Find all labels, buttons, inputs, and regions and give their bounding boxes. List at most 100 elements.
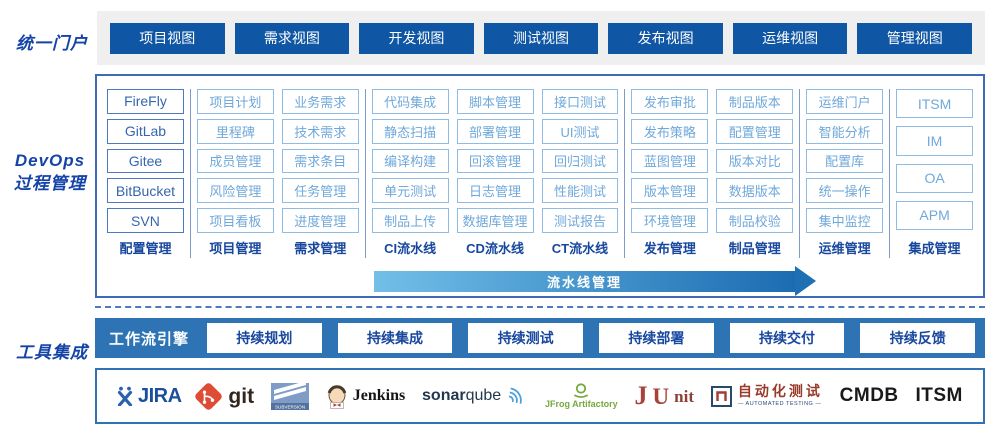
module-box: 版本对比 <box>716 148 794 174</box>
workflow-stage-button-5[interactable]: 持续交付 <box>729 323 845 353</box>
module-column: 发布审批 发布策略 蓝图管理 版本管理 环境管理 发布管理 <box>627 89 712 258</box>
portal-view-button-4[interactable]: 测试视图 <box>483 22 599 54</box>
module-group-4: 运维门户 智能分析 配置库 统一操作 集中监控 运维管理 <box>799 89 889 258</box>
module-box: 环境管理 <box>631 208 709 233</box>
column-title: 制品管理 <box>728 241 781 256</box>
column-title: 项目管理 <box>209 241 262 256</box>
module-groups: FireFly GitLab Gitee BitBucket SVN 配置管理 项目计划 里程… <box>97 76 983 258</box>
module-box: BitBucket <box>107 178 184 204</box>
module-box: 静态扫描 <box>371 118 449 144</box>
module-column: 运维门户 智能分析 配置库 统一操作 集中监控 运维管理 <box>802 89 887 258</box>
module-column: ITSM IM OA APM 集成管理 <box>892 89 977 258</box>
portal-view-button-6[interactable]: 运维视图 <box>732 22 848 54</box>
module-box: 业务需求 <box>281 89 359 114</box>
logo-jfrog-artifactory: JFrog Artifactory <box>545 383 618 409</box>
module-box: 制品校验 <box>716 208 794 233</box>
module-box: 配置管理 <box>716 118 794 144</box>
jenkins-wordmark: Jenkins <box>352 387 406 404</box>
logo-subversion: SUBVERSION <box>270 382 309 410</box>
module-box: 测试报告 <box>541 208 619 233</box>
portal-view-button-7[interactable]: 管理视图 <box>857 22 973 54</box>
module-box: 发布审批 <box>631 89 709 114</box>
module-group-5: ITSM IM OA APM 集成管理 <box>889 89 979 258</box>
workflow-stage-button-2[interactable]: 持续集成 <box>337 323 453 353</box>
column-title: CI流水线 <box>384 241 437 256</box>
module-box: 数据版本 <box>716 178 794 204</box>
workflow-stages: 持续规划 持续集成 持续测试 持续部署 持续交付 持续反馈 <box>207 323 976 353</box>
module-box: SVN <box>107 208 184 233</box>
sonarqube-wordmark: sonarqube <box>422 387 502 404</box>
workflow-engine-bar: 工作流引擎 持续规划 持续集成 持续测试 持续部署 持续交付 持续反馈 <box>95 318 985 358</box>
jfrog-circle-icon <box>574 383 589 398</box>
portal-view-button-2[interactable]: 需求视图 <box>234 22 350 54</box>
module-box: 部署管理 <box>456 118 534 144</box>
module-box: 脚本管理 <box>456 89 534 114</box>
module-group-1: 项目计划 里程碑 成员管理 风险管理 项目看板 项目管理 业务需求 技术需求 需求条目 任务管理进… <box>189 89 365 258</box>
module-group-3: 发布审批 发布策略 蓝图管理 版本管理 环境管理 发布管理 制品版本 配置管理 版本对比 数据版本… <box>624 89 799 258</box>
module-box: 运维门户 <box>806 89 884 114</box>
column-title: CT流水线 <box>551 241 609 256</box>
workflow-engine-label: 工作流引擎 <box>109 330 190 348</box>
portal-band: 项目视图 需求视图 开发视图 测试视图 发布视图 运维视图 管理视图 <box>97 11 985 65</box>
jira-wordmark: JIRA <box>138 384 182 407</box>
tool-logos-strip: JIRA git SUBVERSION <box>95 368 985 424</box>
module-box: OA <box>896 163 974 193</box>
portal-view-button-3[interactable]: 开发视图 <box>359 22 474 54</box>
subversion-icon: SUBVERSION <box>270 382 309 410</box>
cmdb-wordmark: CMDB <box>839 385 899 406</box>
section-divider <box>95 306 985 308</box>
module-box: ITSM <box>896 89 974 119</box>
pipeline-arrow-body: 流水线管理 <box>374 271 795 292</box>
process-label-line1: DevOps <box>14 151 86 170</box>
module-box: 风险管理 <box>196 178 274 204</box>
autotest-gate-icon <box>710 385 732 407</box>
logo-jira: JIRA <box>117 385 182 408</box>
module-column: FireFly GitLab Gitee BitBucket SVN 配置管理 <box>103 89 188 258</box>
logo-cmdb: CMDB <box>840 385 899 407</box>
column-title: 需求管理 <box>294 241 347 256</box>
module-column: 业务需求 技术需求 需求条目 任务管理 进度管理 需求管理 <box>278 89 363 258</box>
module-box: 配置库 <box>806 148 884 174</box>
pipeline-arrow-label: 流水线管理 <box>546 275 622 290</box>
autotest-subtitle: — AUTOMATED TESTING — <box>737 400 822 407</box>
module-box: 项目计划 <box>196 89 274 114</box>
module-box: 版本管理 <box>631 178 709 204</box>
process-section-label: DevOps 过程管理 <box>8 150 92 196</box>
jfrog-wordmark: JFrog Artifactory <box>545 399 618 409</box>
jenkins-butler-icon <box>327 384 346 409</box>
module-box: 成员管理 <box>196 148 274 174</box>
module-box: 里程碑 <box>196 118 274 144</box>
module-box: 发布策略 <box>631 118 709 144</box>
module-box: 统一操作 <box>806 178 884 204</box>
module-box: 代码集成 <box>371 89 449 114</box>
workflow-stage-button-1[interactable]: 持续规划 <box>207 323 322 353</box>
module-box: 需求条目 <box>281 148 359 174</box>
module-box: APM <box>896 200 974 230</box>
module-box: 日志管理 <box>456 178 534 204</box>
module-column: 脚本管理 部署管理 回滚管理 日志管理 数据库管理 CD流水线 <box>453 89 538 258</box>
workflow-stage-button-4[interactable]: 持续部署 <box>599 323 714 353</box>
pipeline-arrow-head-icon <box>795 266 816 296</box>
module-box: 制品上传 <box>371 208 449 233</box>
module-box: 接口测试 <box>541 89 619 114</box>
pipeline-arrow: 流水线管理 <box>374 266 816 296</box>
junit-nit: nit <box>674 386 694 406</box>
workflow-stage-button-3[interactable]: 持续测试 <box>468 323 584 353</box>
portal-view-button-1[interactable]: 项目视图 <box>110 22 225 54</box>
column-title: 配置管理 <box>119 241 172 256</box>
module-box: 蓝图管理 <box>631 148 709 174</box>
autotest-wordmark: 自动化测试 <box>737 385 823 401</box>
module-box: 编译构建 <box>371 148 449 174</box>
logo-git: git <box>194 381 254 411</box>
portal-view-button-5[interactable]: 发布视图 <box>608 22 723 54</box>
subversion-wordmark: SUBVERSION <box>275 404 305 409</box>
module-box: GitLab <box>107 118 184 144</box>
portal-section-label: 统一门户 <box>16 34 88 53</box>
junit-u: U <box>652 383 670 409</box>
itsm-wordmark: ITSM <box>915 385 963 406</box>
logo-automated-testing: 自动化测试 — AUTOMATED TESTING — <box>710 385 823 407</box>
workflow-stage-button-6[interactable]: 持续反馈 <box>860 323 976 353</box>
module-group-2: 代码集成 静态扫描 编译构建 单元测试 制品上传 CI流水线 脚本管理 部署管理 回滚管理 日志管… <box>364 89 625 258</box>
